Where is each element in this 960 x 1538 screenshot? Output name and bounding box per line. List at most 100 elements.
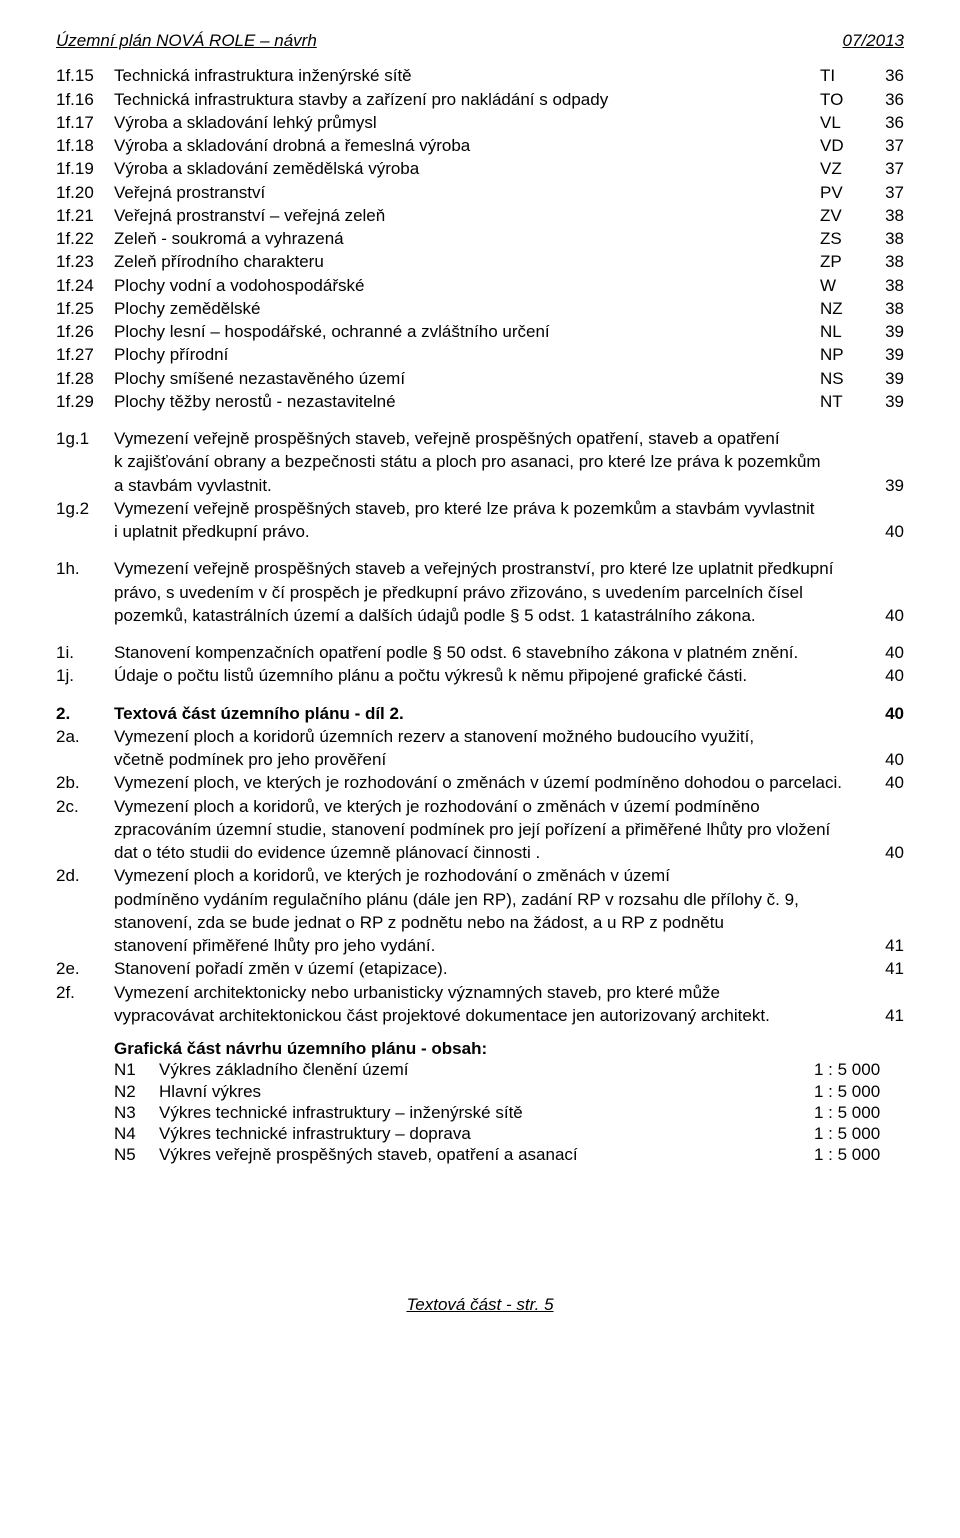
para-text: Vymezení veřejně prospěšných staveb a ve… <box>114 558 866 579</box>
toc-id: 1f.22 <box>56 228 114 249</box>
toc-code: TO <box>820 89 866 110</box>
graphics-label: Výkres technické infrastruktury – inžený… <box>159 1102 814 1123</box>
toc-label: Veřejná prostranství <box>114 182 820 203</box>
para-page: 40 <box>866 642 904 663</box>
para-page: 40 <box>866 605 904 626</box>
para-row: 1g.2Vymezení veřejně prospěšných staveb,… <box>56 498 904 519</box>
para-id: 2d. <box>56 865 114 886</box>
graphics-label: Výkres základního členění území <box>159 1059 814 1080</box>
toc-code: VZ <box>820 158 866 179</box>
para-page: 40 <box>866 703 904 724</box>
toc-id: 1f.24 <box>56 275 114 296</box>
toc-page: 38 <box>866 228 904 249</box>
toc-code: TI <box>820 65 866 86</box>
para-body: a stavbám vyvlastnit. <box>114 475 866 496</box>
para-group-1h: 1h.Vymezení veřejně prospěšných staveb a… <box>56 558 904 626</box>
para-body: vypracovávat architektonickou část proje… <box>114 1005 866 1026</box>
graphics-id: N4 <box>114 1123 159 1144</box>
para-body: Vymezení ploch a koridorů, ve kterých je… <box>114 865 866 886</box>
toc-code: W <box>820 275 866 296</box>
para-text: pozemků, katastrálních území a dalších ú… <box>114 605 866 626</box>
toc-label: Výroba a skladování lehký průmysl <box>114 112 820 133</box>
para-row: podmíněno vydáním regulačního plánu (dál… <box>56 889 904 910</box>
para-body: dat o této studii do evidence územně plá… <box>114 842 866 863</box>
toc-row: 1f.17Výroba a skladování lehký průmyslVL… <box>56 112 904 133</box>
para-row: 2b.Vymezení ploch, ve kterých je rozhodo… <box>56 772 904 793</box>
toc-label: Plochy přírodní <box>114 344 820 365</box>
toc-label: Zeleň přírodního charakteru <box>114 251 820 272</box>
para-body: Vymezení veřejně prospěšných staveb, pro… <box>114 498 866 519</box>
para-row: vypracovávat architektonickou část proje… <box>56 1005 904 1026</box>
toc-label: Zeleň - soukromá a vyhrazená <box>114 228 820 249</box>
toc-page: 38 <box>866 275 904 296</box>
graphics-row: N5Výkres veřejně prospěšných staveb, opa… <box>114 1144 904 1165</box>
para-body: Vymezení veřejně prospěšných staveb a ve… <box>114 558 866 579</box>
para-row: k zajišťování obrany a bezpečnosti státu… <box>56 451 904 472</box>
toc-page: 36 <box>866 65 904 86</box>
para-row: 2e.Stanovení pořadí změn v území (etapiz… <box>56 958 904 979</box>
toc-id: 1f.25 <box>56 298 114 319</box>
toc-label: Technická infrastruktura stavby a zaříze… <box>114 89 820 110</box>
toc-code: NT <box>820 391 866 412</box>
para-page: 41 <box>866 1005 904 1026</box>
toc-id: 1f.26 <box>56 321 114 342</box>
para-id: 1h. <box>56 558 114 579</box>
toc-row: 1f.27Plochy přírodníNP39 <box>56 344 904 365</box>
toc-page: 38 <box>866 251 904 272</box>
para-id: 2b. <box>56 772 114 793</box>
graphics-row: N4Výkres technické infrastruktury – dopr… <box>114 1123 904 1144</box>
toc-page: 37 <box>866 182 904 203</box>
para-body: i uplatnit předkupní právo. <box>114 521 866 542</box>
para-text: Vymezení architektonicky nebo urbanistic… <box>114 982 866 1003</box>
header-left: Územní plán NOVÁ ROLE – návrh <box>56 30 317 51</box>
toc-row: 1f.20Veřejná prostranstvíPV37 <box>56 182 904 203</box>
toc-label: Plochy lesní – hospodářské, ochranné a z… <box>114 321 820 342</box>
toc-row: 1f.19Výroba a skladování zemědělská výro… <box>56 158 904 179</box>
para-text: k zajišťování obrany a bezpečnosti státu… <box>114 451 866 472</box>
toc-code: PV <box>820 182 866 203</box>
toc-label: Technická infrastruktura inženýrské sítě <box>114 65 820 86</box>
para-row: 1g.1Vymezení veřejně prospěšných staveb,… <box>56 428 904 449</box>
para-row: 1j.Údaje o počtu listů územního plánu a … <box>56 665 904 686</box>
graphics-id: N1 <box>114 1059 159 1080</box>
para-row: a stavbám vyvlastnit.39 <box>56 475 904 496</box>
para-text: i uplatnit předkupní právo. <box>114 521 866 542</box>
para-text: Vymezení ploch, ve kterých je rozhodován… <box>114 772 866 793</box>
para-id: 1j. <box>56 665 114 686</box>
graphics-row: N1Výkres základního členění území1 : 5 0… <box>114 1059 904 1080</box>
para-row: stanovení přiměřené lhůty pro jeho vydán… <box>56 935 904 956</box>
graphics-scale: 1 : 5 000 <box>814 1059 904 1080</box>
para-body: pozemků, katastrálních území a dalších ú… <box>114 605 866 626</box>
toc-label: Výroba a skladování zemědělská výroba <box>114 158 820 179</box>
graphics-id: N5 <box>114 1144 159 1165</box>
para-row: 2c.Vymezení ploch a koridorů, ve kterých… <box>56 796 904 817</box>
para-group-1ij: 1i.Stanovení kompenzačních opatření podl… <box>56 642 904 687</box>
para-page: 40 <box>866 749 904 770</box>
para-text: Vymezení veřejně prospěšných staveb, pro… <box>114 498 866 519</box>
toc-id: 1f.20 <box>56 182 114 203</box>
graphics-list: N1Výkres základního členění území1 : 5 0… <box>56 1059 904 1165</box>
para-page: 39 <box>866 475 904 496</box>
para-body: Vymezení architektonicky nebo urbanistic… <box>114 982 866 1003</box>
para-text: Vymezení veřejně prospěšných staveb, veř… <box>114 428 866 449</box>
toc-row: 1f.28Plochy smíšené nezastavěného územíN… <box>56 368 904 389</box>
toc-code: NZ <box>820 298 866 319</box>
toc-id: 1f.17 <box>56 112 114 133</box>
toc-id: 1f.29 <box>56 391 114 412</box>
toc-page: 36 <box>866 112 904 133</box>
header-right: 07/2013 <box>843 30 904 51</box>
para-row: právo, s uvedením v čí prospěch je předk… <box>56 582 904 603</box>
para-text: Textová část územního plánu - díl 2. <box>114 703 866 724</box>
toc-code: NS <box>820 368 866 389</box>
para-body: Stanovení pořadí změn v území (etapizace… <box>114 958 866 979</box>
para-body: Stanovení kompenzačních opatření podle §… <box>114 642 866 663</box>
toc-row: 1f.25Plochy zemědělskéNZ38 <box>56 298 904 319</box>
toc-code: VD <box>820 135 866 156</box>
toc-page: 36 <box>866 89 904 110</box>
toc-id: 1f.15 <box>56 65 114 86</box>
para-text: zpracováním územní studie, stanovení pod… <box>114 819 866 840</box>
para-row: i uplatnit předkupní právo.40 <box>56 521 904 542</box>
toc-page: 39 <box>866 368 904 389</box>
graphics-row: N2Hlavní výkres1 : 5 000 <box>114 1081 904 1102</box>
para-text: podmíněno vydáním regulačního plánu (dál… <box>114 889 866 910</box>
